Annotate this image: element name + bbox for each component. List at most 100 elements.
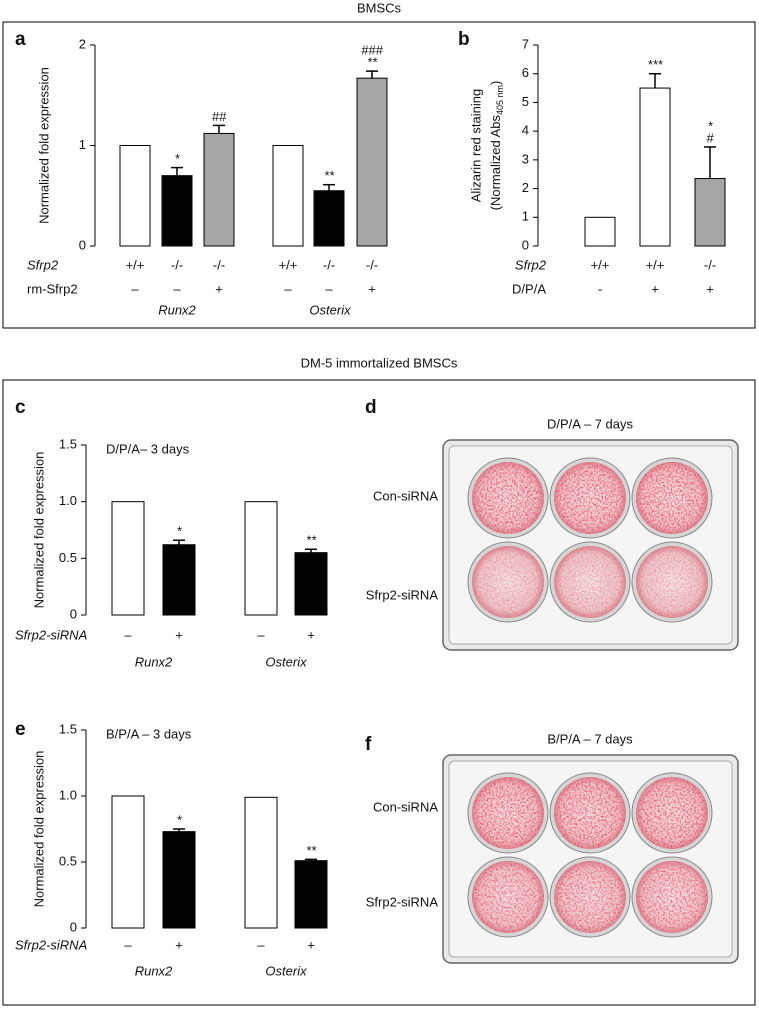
error-bar [213,124,225,134]
row-label: Sfrp2 [27,257,59,272]
y-tick-label: 0 [70,606,77,621]
row-cell: -/- [323,257,335,272]
row-label: Con-siRNA [373,799,438,814]
row-cell: – [325,281,333,296]
row-cell: – [257,627,265,642]
bar [639,87,671,247]
group-label: Runx2 [135,654,173,669]
significance-label: ** [367,55,378,70]
inner-title: B/P/A – 3 days [106,726,192,741]
y-tick-label: 2 [79,36,86,51]
row-cell: + [706,281,714,296]
row-label: Sfrp2 [515,257,547,272]
significance-label: * [176,524,182,539]
y-tick-label: 4 [522,123,529,138]
well-stain [636,462,708,534]
row-cell: – [124,627,132,642]
y-tick-label: 7 [522,36,529,51]
bar [161,175,193,247]
error-bar [323,183,335,191]
well-stain [636,546,708,618]
well-stain [472,777,544,849]
row-cell: – [284,281,292,296]
y-axis-label: (Normalized Abs405 nm) [488,81,505,211]
y-axis-label: Normalized fold expression [31,751,46,908]
row-cell: + [307,627,315,642]
well-stain [636,777,708,849]
significance-label: *** [647,57,663,72]
y-axis-label-sub: 405 nm [495,85,505,115]
bar [119,145,151,247]
bar [584,216,616,247]
row-cell: +/+ [126,257,145,272]
significance-label: * [707,118,713,133]
row-cell: -/- [171,257,183,272]
y-axis-label: Alizarin red staining [468,89,483,202]
row-cell: + [215,281,223,296]
row-cell: -/- [704,257,716,272]
y-axis-label: Normalized fold expression [36,67,51,224]
y-axis-label: Normalized fold expression [31,452,46,609]
row-cell: + [175,937,183,952]
significance-label: * [176,812,182,827]
y-tick-label: 0.5 [59,550,77,565]
row-cell: – [124,937,132,952]
well-stain [472,462,544,534]
error-bar [173,828,185,832]
row-cell: + [368,281,376,296]
row-cell: + [175,627,183,642]
bar [313,190,345,247]
y-tick-label: 1.0 [59,787,77,802]
group-label: Osterix [265,963,307,978]
row-cell: + [307,937,315,952]
significance-label: ** [306,843,317,858]
figure-title: BMSCs [357,0,402,15]
bar [694,178,726,247]
row-cell: -/- [213,257,225,272]
bar [294,552,328,616]
group-label: Runx2 [135,963,173,978]
y-tick-label: 1.0 [59,493,77,508]
significance-label: ### [361,43,383,58]
y-tick-label: 2 [522,180,529,195]
plate-title: B/P/A – 7 days [547,731,633,746]
row-label: Sfrp2-siRNA [366,587,439,602]
row-cell: +/+ [279,257,298,272]
y-tick-label: 1 [79,137,86,152]
error-bar [366,70,378,79]
row-label: Con-siRNA [373,488,438,503]
y-tick-label: 0.5 [59,853,77,868]
row-label: rm-Sfrp2 [27,281,78,296]
y-tick-label: 1.5 [59,436,77,451]
well-stain [554,462,626,534]
y-tick-label: 5 [522,94,529,109]
well-stain [554,777,626,849]
row-label: Sfrp2-siRNA [15,627,87,642]
error-bar [305,858,317,861]
y-tick-label: 6 [522,65,529,80]
bar [111,795,145,929]
bar [294,860,328,929]
bar [244,796,278,929]
y-tick-label: 3 [522,151,529,166]
group-label: Runx2 [158,302,196,317]
box-top [2,21,756,329]
group-label: Osterix [309,302,351,317]
bar [356,77,388,247]
row-label: Sfrp2-siRNA [366,894,439,909]
row-cell: +/+ [646,257,665,272]
panel-letter: b [458,29,470,50]
plate-title: D/P/A – 7 days [547,416,633,431]
error-bar [649,72,661,89]
well-stain [636,861,708,933]
error-bar [704,146,716,179]
panel-letter: a [15,29,26,50]
bar [244,501,278,616]
panel-letter: d [365,397,377,418]
significance-label: ** [324,168,335,183]
y-tick-label: 1 [522,209,529,224]
row-cell: – [173,281,181,296]
panel-letter: e [15,719,26,740]
well-stain [472,861,544,933]
